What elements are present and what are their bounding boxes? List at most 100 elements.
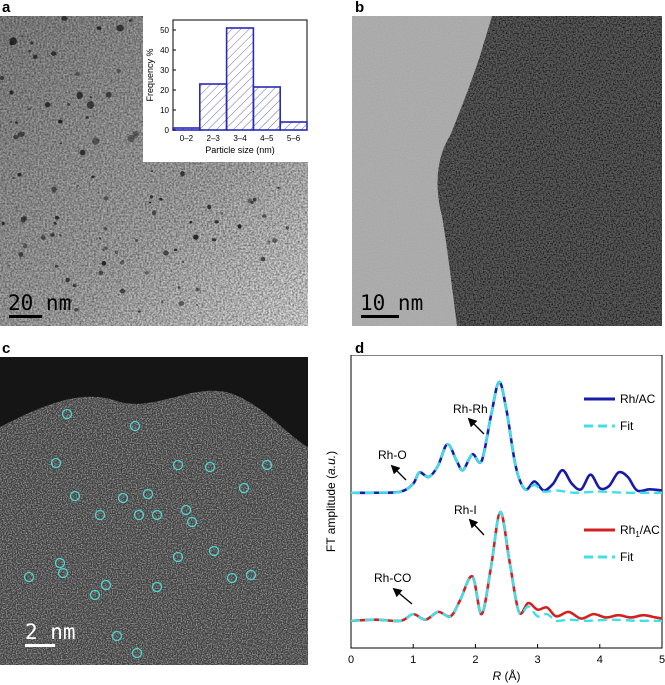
nanoparticle (195, 287, 200, 292)
nanoparticle (195, 304, 199, 306)
peak-annotation: Rh-I (454, 503, 477, 517)
nanoparticle (74, 308, 79, 312)
nanoparticle (51, 51, 57, 56)
panel-label-d: d (355, 340, 365, 357)
nanoparticle (132, 130, 139, 138)
nanoparticle (247, 198, 253, 204)
nanoparticle (33, 54, 38, 59)
nanoparticle (98, 237, 102, 240)
nanoparticle (20, 35, 24, 38)
nanoparticle (0, 76, 5, 81)
nanoparticle (9, 121, 12, 123)
nanoparticle (272, 238, 278, 243)
nanoparticle (261, 214, 267, 218)
nanoparticle (105, 91, 112, 98)
nanoparticle (60, 142, 62, 145)
nanoparticle (102, 249, 105, 251)
nanoparticle (150, 170, 153, 172)
y-tick-label: 30 (160, 66, 169, 75)
x-tick-label: 5–6 (287, 134, 301, 143)
tem-image-b (352, 16, 662, 326)
single-atom-marker (226, 572, 238, 584)
x-axis-label: R (Å) (492, 668, 520, 683)
nanoparticle (53, 221, 57, 225)
nanoparticle (285, 226, 290, 230)
nanoparticle (163, 250, 169, 256)
single-atom-marker (204, 461, 216, 473)
panel-label-c: c (2, 340, 11, 357)
single-atom-marker (129, 420, 141, 432)
nanoparticle (260, 256, 266, 262)
nanoparticle (61, 16, 68, 21)
single-atom-marker (261, 459, 273, 471)
x-tick-label: 4–5 (260, 134, 274, 143)
nanoparticle (277, 186, 280, 189)
nanoparticle (173, 248, 178, 252)
legend-label: Fit (620, 550, 634, 564)
y-tick-label: 40 (160, 46, 169, 55)
single-atom-marker (180, 504, 192, 516)
x-tick-label: 2–3 (207, 134, 221, 143)
nanoparticle (211, 238, 217, 242)
nanoparticle (159, 198, 163, 201)
single-atom-marker (133, 509, 145, 521)
nanoparticle (193, 234, 199, 240)
y-tick-label: 20 (160, 86, 169, 95)
panel-label-b: b (355, 0, 365, 16)
y-tick-label: 10 (160, 106, 169, 115)
nanoparticle (54, 264, 59, 268)
nanoparticle (127, 134, 135, 143)
nanoparticle (89, 95, 92, 99)
legend-label: Rh1/AC (620, 523, 660, 539)
histogram-bar (198, 83, 228, 131)
single-atom-marker (23, 571, 35, 583)
nanoparticle (17, 172, 22, 177)
haadf-image-c (0, 357, 308, 665)
single-atom-marker (151, 581, 163, 593)
nanoparticle (207, 204, 212, 210)
nanoparticle (148, 201, 152, 204)
nanoparticle (28, 49, 32, 53)
nanoparticle (86, 101, 95, 109)
nanoparticle (116, 24, 124, 32)
nanoparticle (177, 286, 181, 289)
x-tick-label: 5 (659, 654, 665, 666)
nanoparticle (116, 68, 121, 73)
single-atom-marker (172, 551, 184, 563)
nanoparticle (144, 203, 147, 205)
nanoparticle (50, 233, 55, 237)
scale-label-b: 10 nm (360, 291, 424, 315)
nanoparticle (252, 197, 257, 202)
nanoparticle (28, 98, 31, 101)
scale-bar-b (361, 315, 399, 318)
nanoparticle (59, 234, 62, 237)
nanoparticle (180, 170, 185, 177)
nanoparticle (9, 90, 14, 95)
nanoparticle (91, 175, 95, 178)
single-atom-marker (131, 647, 143, 659)
nanoparticle (145, 271, 149, 275)
nanoparticle (250, 201, 254, 205)
nanoparticle (104, 246, 108, 250)
x-tick-label: 1 (410, 654, 416, 666)
nanoparticle (7, 264, 10, 266)
nanoparticle (122, 259, 125, 262)
series-line (350, 380, 663, 495)
nanoparticle (252, 170, 255, 173)
nanoparticle (178, 301, 185, 306)
nanoparticle (96, 26, 102, 30)
single-atom-marker (245, 569, 257, 581)
nanoparticle (44, 101, 51, 108)
peak-annotation: Rh-CO (374, 571, 411, 585)
nanoparticle (134, 238, 139, 243)
nanoparticle (77, 184, 79, 187)
nanoparticle (65, 277, 70, 283)
nanoparticle (79, 149, 86, 156)
nanoparticle (98, 270, 104, 276)
scale-label-a: 20 nm (8, 291, 72, 315)
single-atom-marker (50, 457, 62, 469)
nanoparticle (103, 227, 108, 231)
x-axis-label: Particle size (nm) (205, 145, 275, 155)
nanoparticle (220, 212, 224, 215)
series-line (350, 510, 663, 623)
